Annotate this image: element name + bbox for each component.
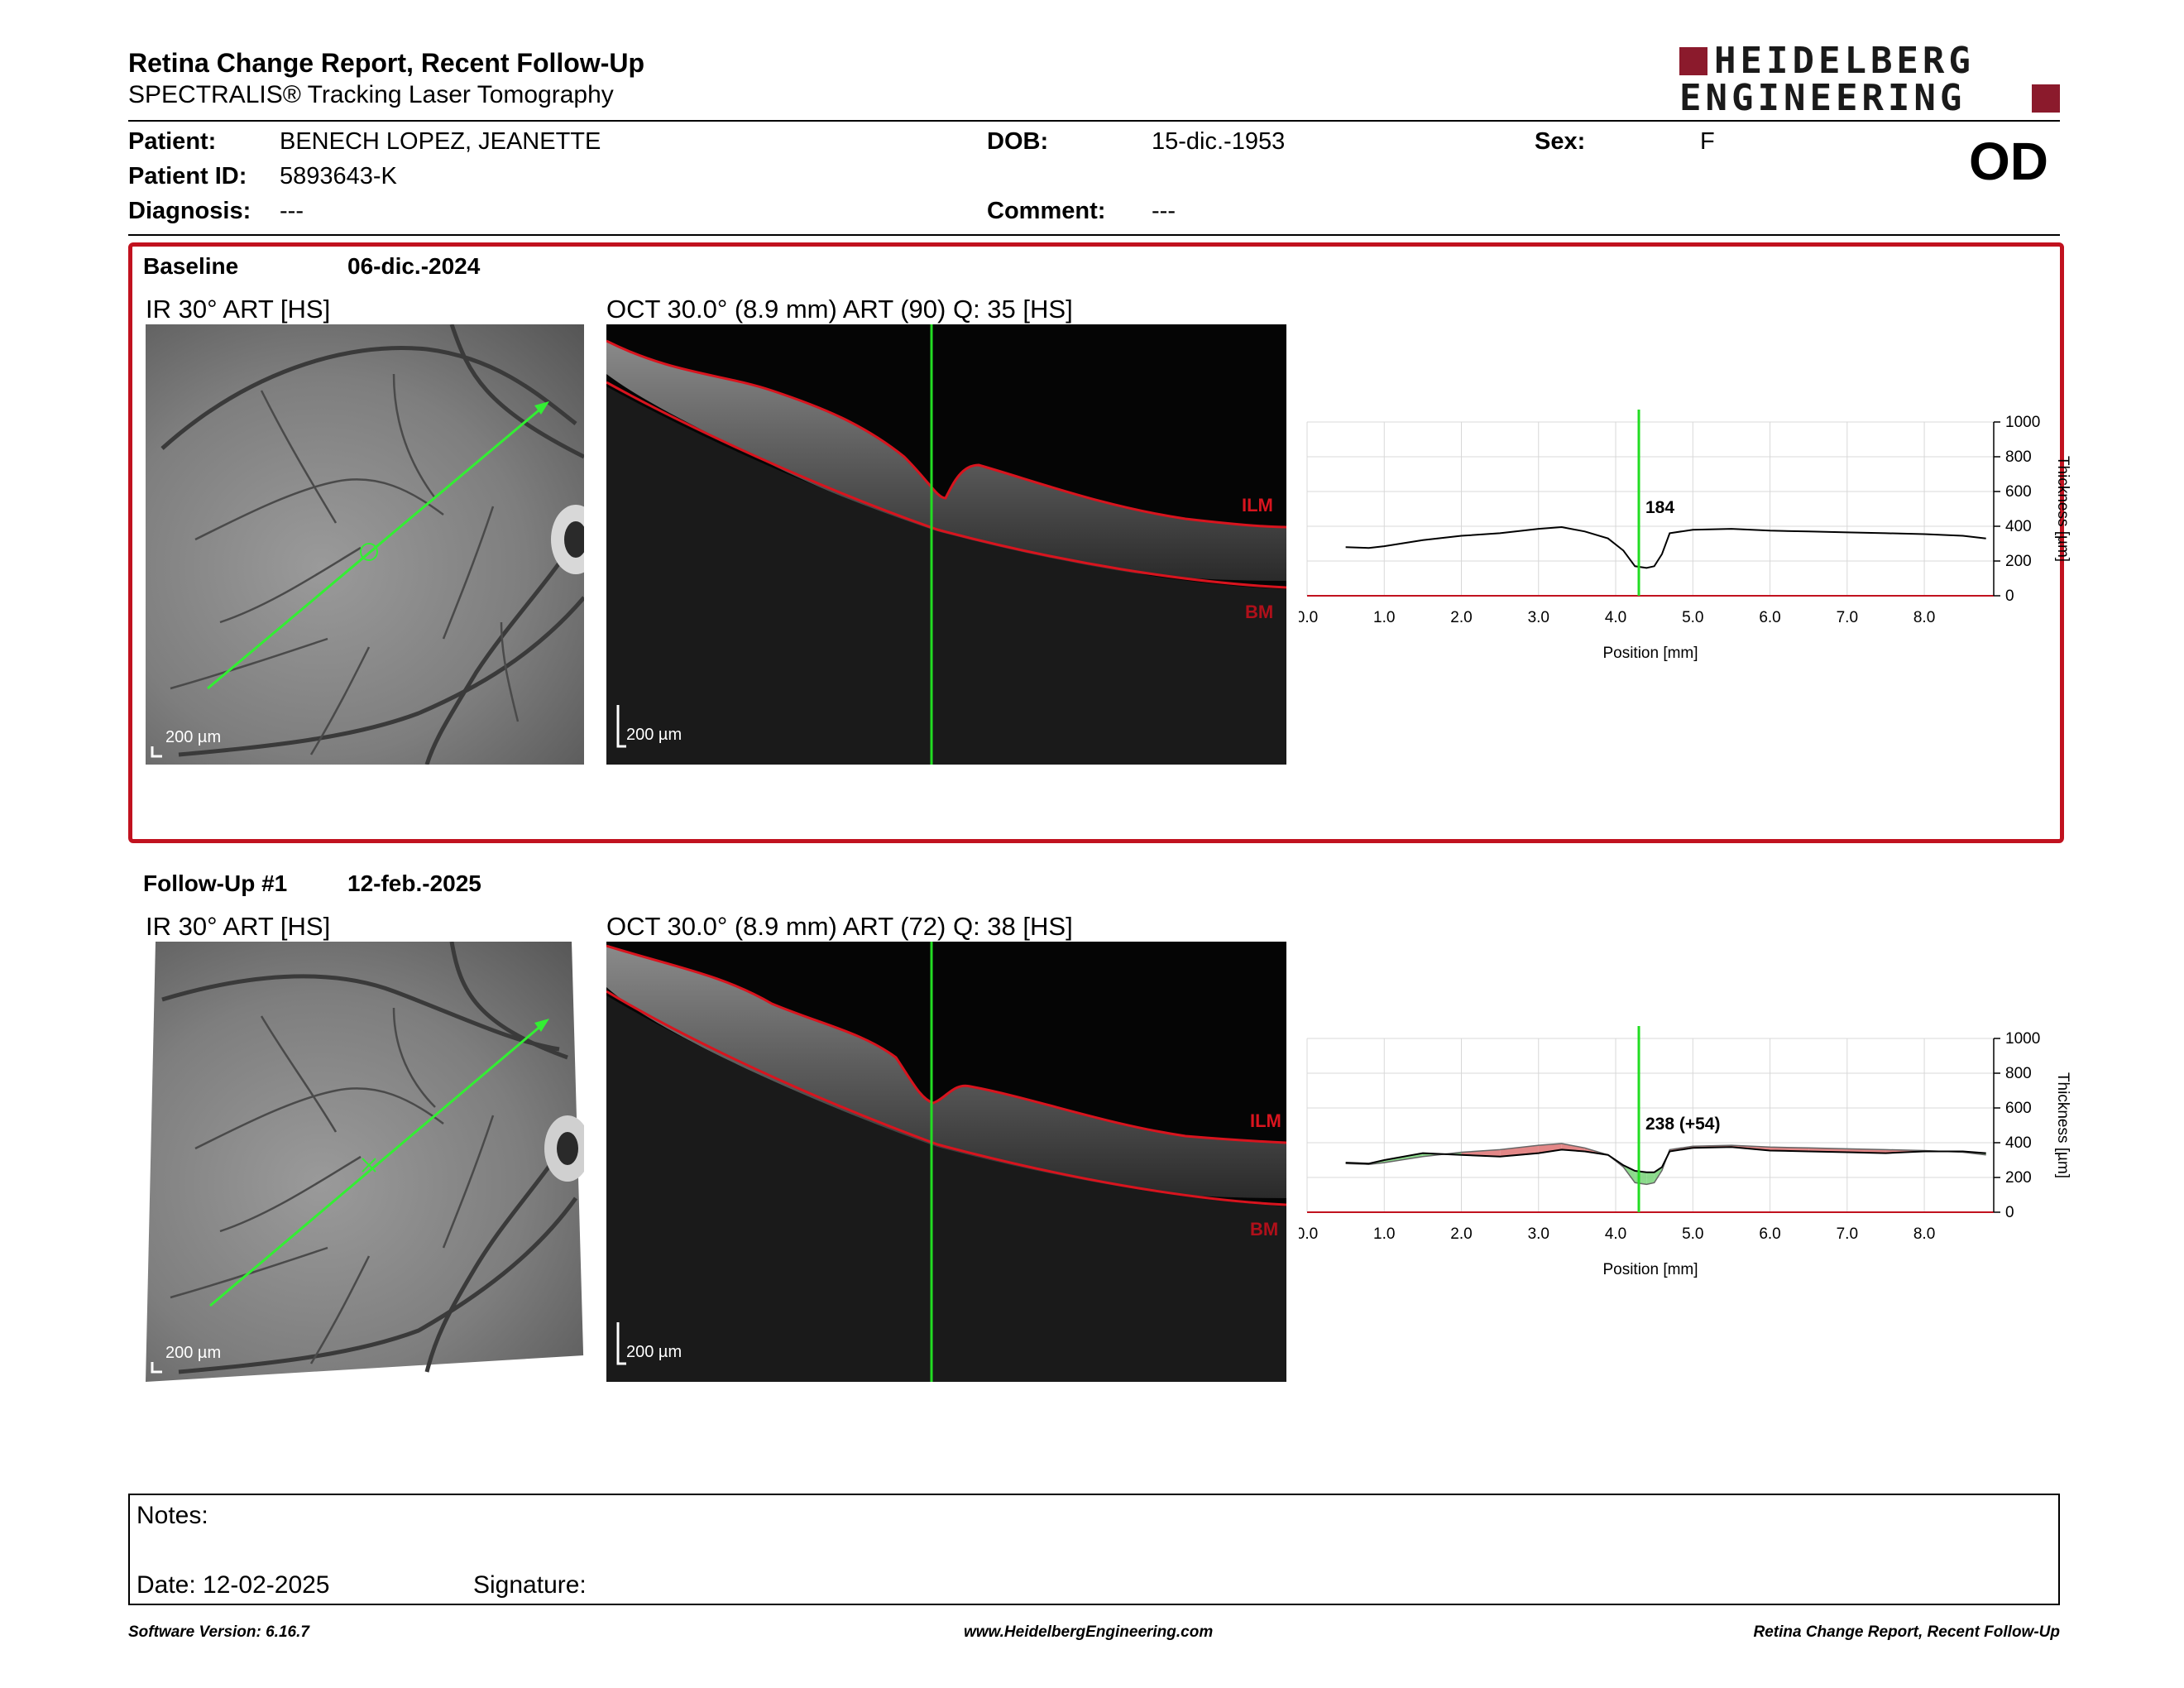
baseline-chart-y-tick-label: 800 [2005, 448, 2032, 466]
patient-divider [128, 234, 2060, 236]
followup-ir-fundus-image: 200 µm [146, 942, 584, 1382]
followup-chart-marker-value: 238 (+54) [1645, 1115, 1720, 1134]
followup-thickness-chart: 0.0 1.0 2.0 3.0 4.0 5.0 6.0 7.0 8.0 0 200 400 600 800… [1299, 1026, 2071, 1278]
followup-chart-x-axis-label: Position [mm] [1602, 1261, 1698, 1278]
followup-chart-y-tick-label: 400 [2005, 1134, 2032, 1152]
followup-chart-x-tick-label: 1.0 [1373, 1225, 1395, 1243]
baseline-chart-x-axis-label: Position [mm] [1602, 645, 1698, 662]
notes-label: Notes: [136, 1502, 208, 1529]
baseline-chart-y-tick-label: 0 [2005, 587, 2014, 605]
followup-chart-x-tick-label: 3.0 [1528, 1225, 1549, 1243]
baseline-ir-fundus-image: 200 µm [146, 324, 584, 765]
baseline-chart-y-tick-label: 1000 [2005, 414, 2040, 431]
baseline-chart-y-tick-label: 200 [2005, 553, 2032, 570]
diagnosis-value: --- [280, 198, 304, 224]
followup-chart-y-tick-label: 1000 [2005, 1030, 2040, 1048]
patient-name: BENECH LOPEZ, JEANETTE [280, 128, 601, 155]
baseline-date: 06-dic.-2024 [347, 253, 481, 279]
baseline-oct-bscan-image: ILM BM 200 µm [606, 324, 1286, 765]
baseline-ir-label: IR 30° ART [HS] [146, 295, 331, 324]
header-divider [128, 120, 2060, 122]
baseline-chart-marker-value: 184 [1645, 498, 1674, 517]
notes-date: Date: 12-02-2025 [136, 1571, 330, 1599]
followup-oct-scale: 200 µm [626, 1343, 682, 1361]
baseline-label: Baseline [143, 253, 239, 279]
baseline-oct-label: OCT 30.0° (8.9 mm) ART (90) Q: 35 [HS] [606, 295, 1073, 324]
followup-chart-y-tick-label: 600 [2005, 1100, 2032, 1117]
patient-id: 5893643-K [280, 163, 397, 189]
baseline-chart-thickness-line [1345, 526, 1986, 569]
baseline-chart-x-tick-label: 7.0 [1837, 609, 1858, 626]
baseline-section [128, 242, 2064, 843]
logo-square-right [2032, 84, 2060, 113]
followup-label: Follow-Up #1 [143, 870, 288, 896]
baseline-thickness-chart: 0.0 1.0 2.0 3.0 4.0 5.0 6.0 7.0 8.0 0 200 400 600 800… [1299, 410, 2071, 662]
notes-box[interactable]: Notes: Date: 12-02-2025 Signature: [128, 1494, 2060, 1605]
followup-ir-scale: 200 µm [165, 1344, 222, 1362]
followup-chart-y-tick-label: 800 [2005, 1065, 2032, 1082]
baseline-chart-x-tick-label: 4.0 [1605, 609, 1626, 626]
followup-chart-baseline-line [1345, 1143, 1986, 1186]
baseline-chart-y-tick-label: 600 [2005, 483, 2032, 501]
signature-label: Signature: [473, 1571, 587, 1599]
baseline-chart-x-tick-label: 0.0 [1299, 609, 1318, 626]
baseline-chart-x-tick-label: 5.0 [1682, 609, 1703, 626]
baseline-oct-scale: 200 µm [626, 726, 682, 744]
footer-report-name: Retina Change Report, Recent Follow-Up [1753, 1623, 2060, 1641]
patient-label: Patient: [128, 128, 217, 155]
baseline-chart-y-axis-label: Thickness [µm] [2054, 456, 2071, 562]
logo-text-line2: ENGINEERING [1679, 77, 1966, 119]
patient-id-label: Patient ID: [128, 163, 247, 189]
logo-text-line1: HEIDELBERG [1714, 40, 1975, 82]
eye-indicator: OD [1969, 132, 2048, 191]
followup-chart-x-tick-label: 8.0 [1913, 1225, 1935, 1243]
baseline-ilm-label: ILM [1242, 495, 1273, 516]
baseline-chart-x-tick-label: 8.0 [1913, 609, 1935, 626]
baseline-chart-x-tick-label: 3.0 [1528, 609, 1549, 626]
followup-chart-x-tick-label: 4.0 [1605, 1225, 1626, 1243]
followup-chart-y-axis-label: Thickness [µm] [2054, 1072, 2071, 1178]
followup-date: 12-feb.-2025 [347, 870, 481, 896]
baseline-bm-label: BM [1245, 602, 1274, 622]
comment-value: --- [1152, 198, 1176, 224]
website-link[interactable]: www.HeidelbergEngineering.com [964, 1623, 1214, 1641]
report-title: Retina Change Report, Recent Follow-Up [128, 48, 645, 78]
followup-oct-bscan-image: ILM BM 200 µm [606, 942, 1286, 1382]
followup-ir-label: IR 30° ART [HS] [146, 912, 331, 941]
baseline-chart-x-tick-label: 6.0 [1759, 609, 1780, 626]
dob-label: DOB: [987, 128, 1049, 155]
followup-chart-x-tick-label: 2.0 [1450, 1225, 1472, 1243]
followup-oct-label: OCT 30.0° (8.9 mm) ART (72) Q: 38 [HS] [606, 912, 1073, 941]
logo-square-left [1679, 47, 1707, 75]
comment-label: Comment: [987, 198, 1106, 224]
followup-chart-x-tick-label: 6.0 [1759, 1225, 1780, 1243]
followup-chart-x-tick-label: 7.0 [1837, 1225, 1858, 1243]
followup-ilm-label: ILM [1250, 1110, 1281, 1131]
baseline-chart-y-tick-label: 400 [2005, 518, 2032, 535]
diagnosis-label: Diagnosis: [128, 198, 251, 224]
baseline-chart-x-tick-label: 1.0 [1373, 609, 1395, 626]
baseline-chart-x-tick-label: 2.0 [1450, 609, 1472, 626]
dob-value: 15-dic.-1953 [1152, 128, 1286, 155]
baseline-ir-scale: 200 µm [165, 728, 222, 746]
software-version: Software Version: 6.16.7 [128, 1623, 309, 1641]
followup-chart-difference-area [1646, 1172, 1655, 1185]
followup-chart-x-tick-label: 5.0 [1682, 1225, 1703, 1243]
followup-chart-x-tick-label: 0.0 [1299, 1225, 1318, 1243]
sex-label: Sex: [1535, 128, 1586, 155]
followup-chart-y-tick-label: 200 [2005, 1169, 2032, 1187]
followup-chart-difference-area [1538, 1144, 1562, 1153]
sex-value: F [1700, 128, 1715, 155]
followup-bm-label: BM [1250, 1219, 1279, 1240]
followup-chart-y-tick-label: 0 [2005, 1204, 2014, 1221]
followup-chart-thickness-line [1345, 1146, 1986, 1173]
report-subtitle: SPECTRALIS® Tracking Laser Tomography [128, 81, 614, 108]
